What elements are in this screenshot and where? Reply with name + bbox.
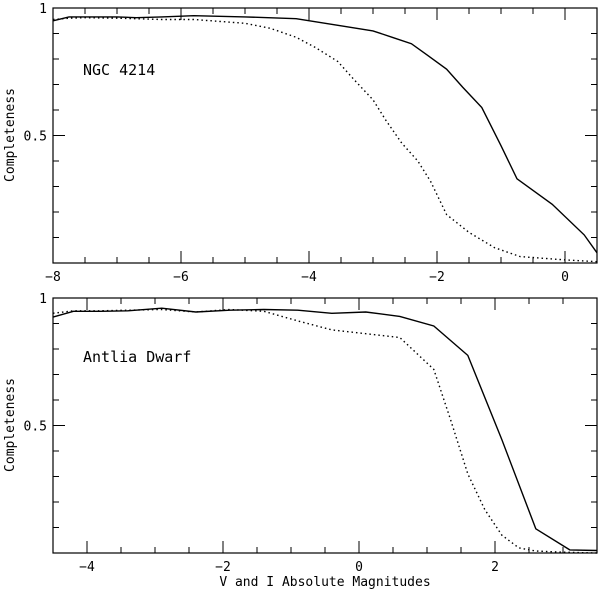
panel-antlia-dwarf: −4 −2 0 2 0.51 Antlia Dwarf Completeness V … (3, 292, 598, 590)
x-tick-label: 0 (355, 560, 363, 575)
x-tick-label: 0 (561, 270, 569, 285)
axis-ticks (52, 297, 598, 553)
series-line-dotted (52, 308, 598, 554)
plot-frame (52, 297, 598, 554)
axis-ticks (52, 7, 598, 263)
series-line-dotted (52, 16, 598, 263)
x-tick-label: −2 (215, 560, 231, 575)
panel-ngc-4214: −8 −6 −4 −2 0 0.51 NGC 4214 Completeness (3, 2, 598, 285)
y-axis-label: Completeness (3, 378, 18, 472)
series-line-solid (52, 14, 598, 254)
y-tick-label: 1 (39, 292, 47, 307)
x-tick-label: −6 (173, 270, 189, 285)
x-tick-labels: −8 −6 −4 −2 0 (45, 270, 569, 285)
y-tick-label: 0.5 (24, 130, 47, 145)
x-tick-label: −8 (45, 270, 61, 285)
x-tick-label: −2 (429, 270, 445, 285)
x-tick-labels: −4 −2 0 2 (79, 560, 499, 575)
y-tick-label: 0.5 (24, 420, 47, 435)
x-tick-label: −4 (301, 270, 317, 285)
panel-annotation: Antlia Dwarf (83, 348, 191, 366)
plot-frame (52, 7, 598, 264)
x-tick-label: −4 (79, 560, 95, 575)
y-axis-label: Completeness (3, 88, 18, 182)
panel-annotation: NGC 4214 (83, 61, 155, 79)
series-line-solid (52, 307, 598, 552)
series-lines (52, 14, 598, 263)
y-tick-label: 1 (39, 2, 47, 17)
series-lines (52, 307, 598, 554)
x-tick-label: 2 (491, 560, 499, 575)
y-tick-labels: 0.51 (24, 2, 47, 145)
x-axis-label: V and I Absolute Magnitudes (219, 575, 430, 590)
y-tick-labels: 0.51 (24, 292, 47, 435)
